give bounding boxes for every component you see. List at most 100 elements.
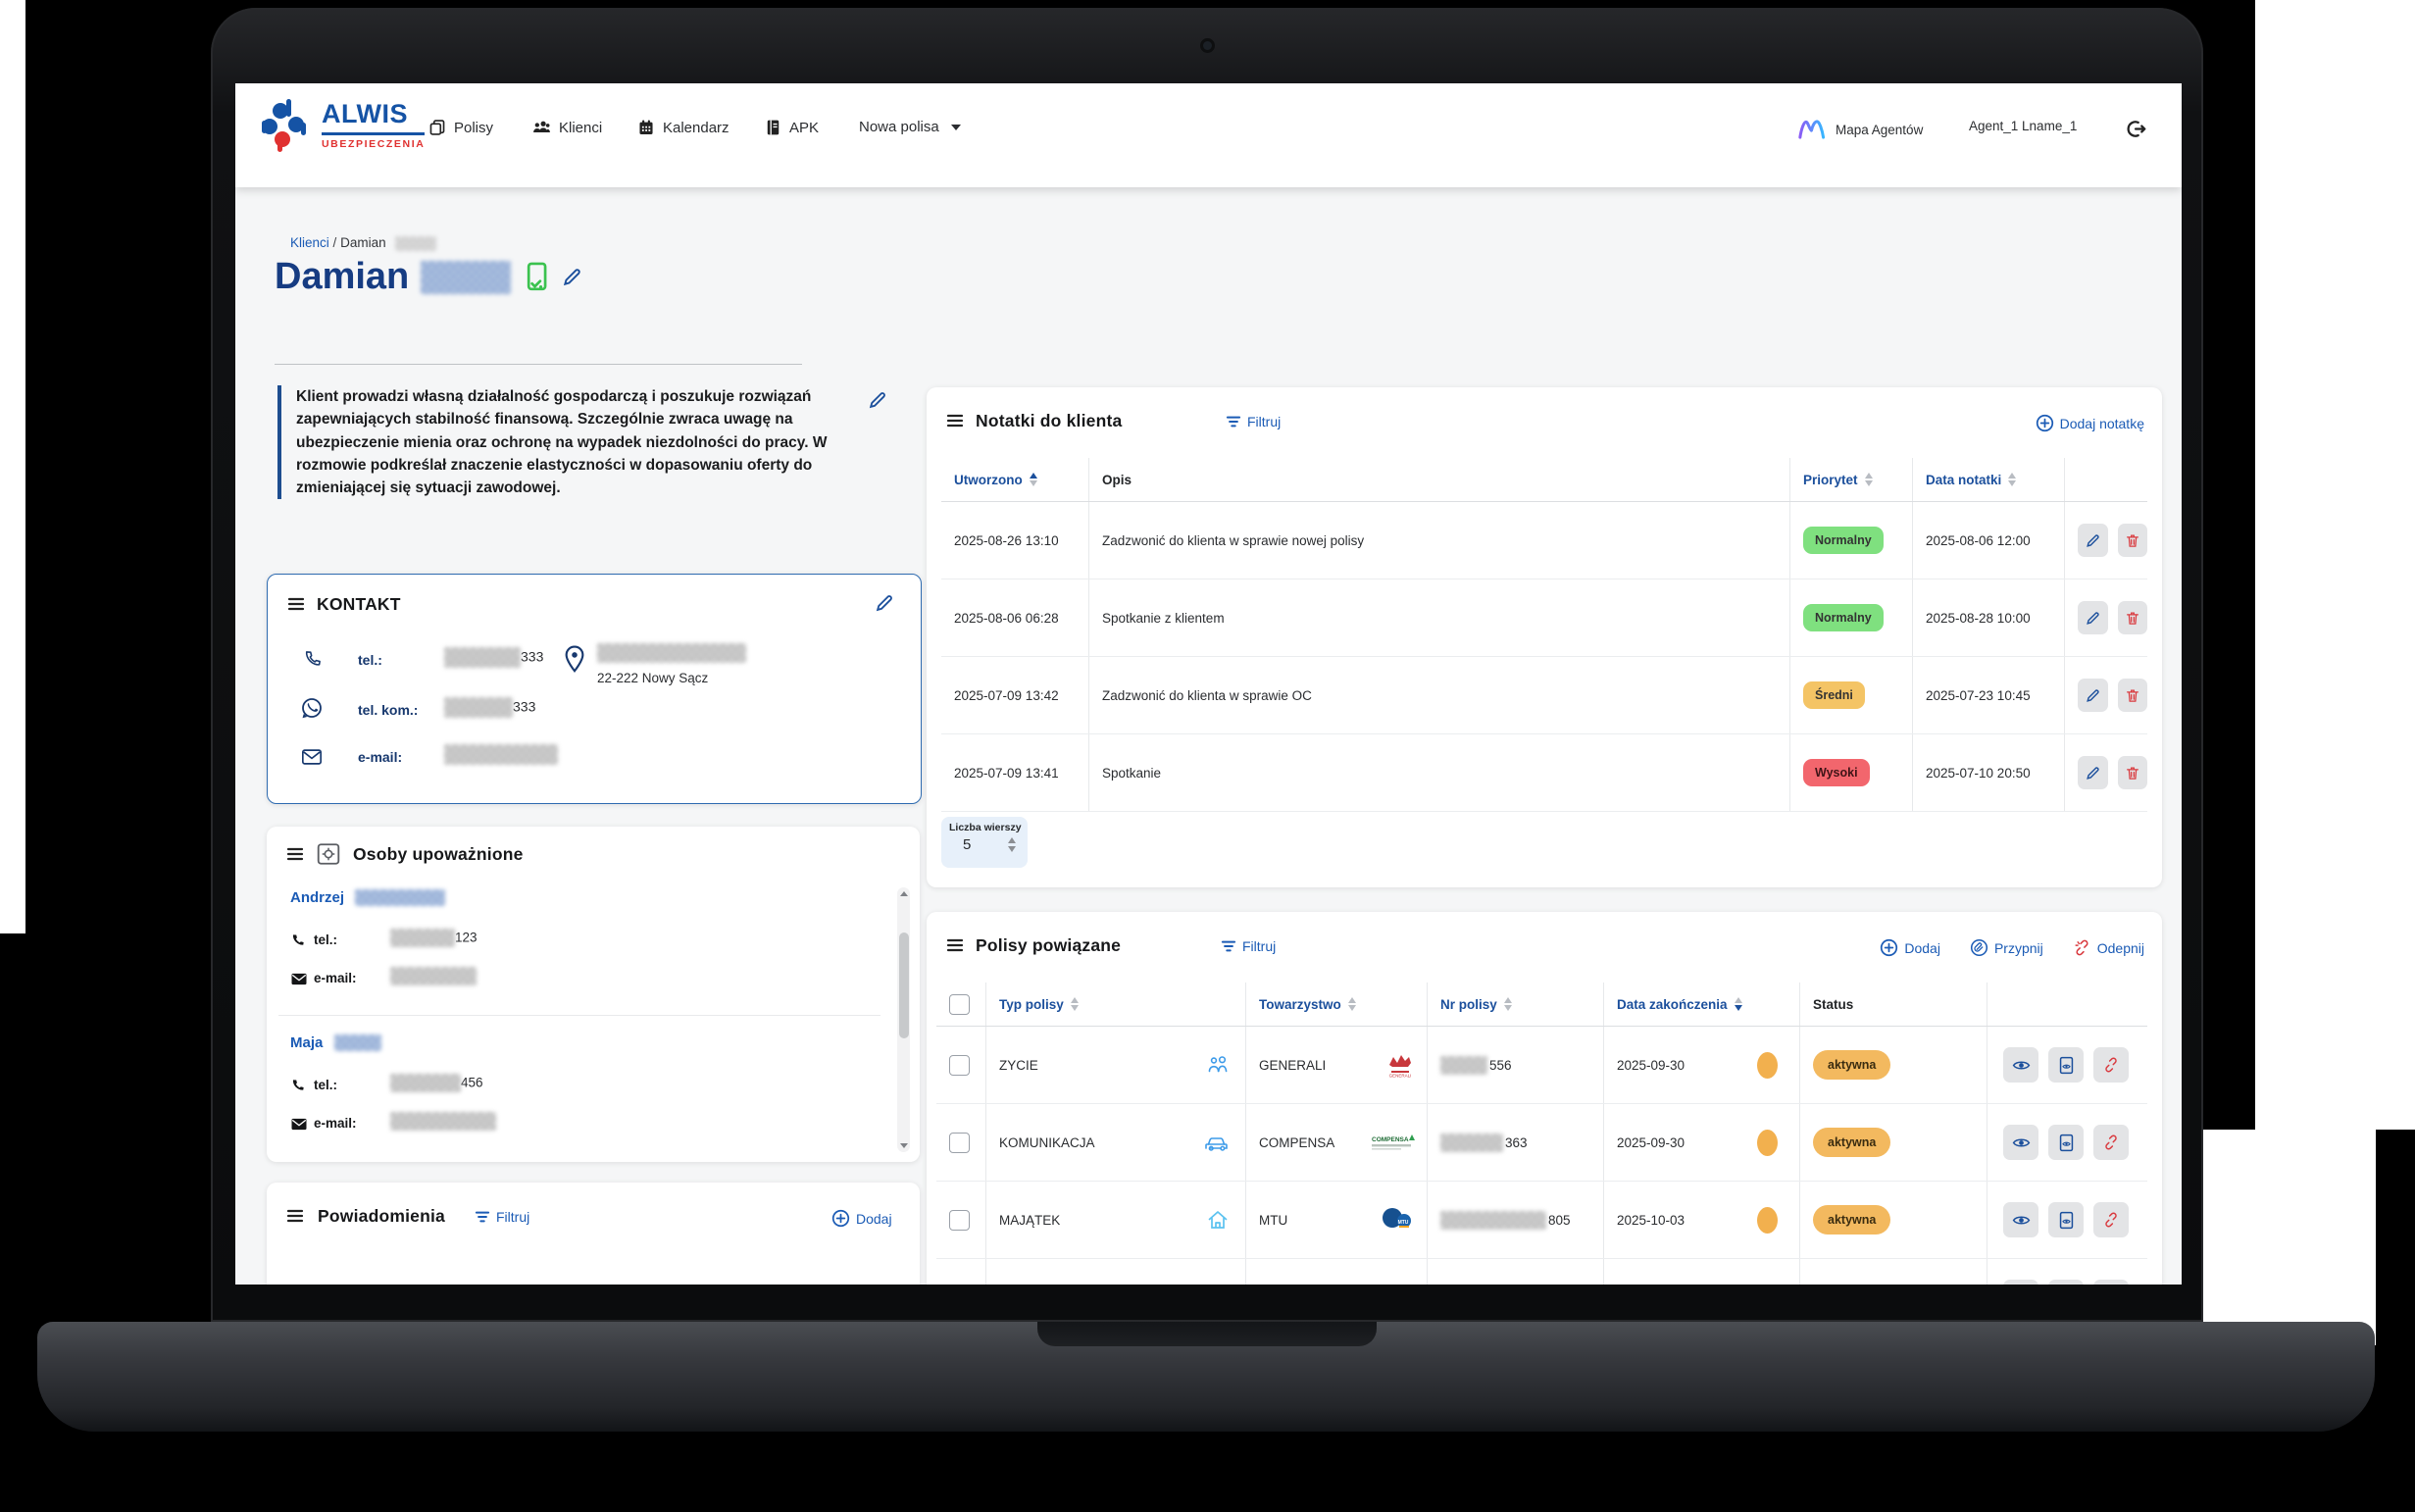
nav-item-label: Kalendarz <box>663 119 730 136</box>
policy-document-button[interactable] <box>2048 1280 2084 1285</box>
masked-phone <box>444 647 521 668</box>
nav-item-kalendarz[interactable]: Kalendarz <box>637 119 730 136</box>
policies-unpin-button[interactable]: Odepnij <box>2073 938 2144 957</box>
nav-new-policy-dropdown[interactable]: Nowa polisa <box>859 119 961 135</box>
notes-add-button[interactable]: Dodaj notatkę <box>2036 414 2144 432</box>
stepper-up-icon[interactable] <box>1008 837 1016 843</box>
policy-document-button[interactable] <box>2048 1202 2084 1237</box>
phone-icon <box>305 651 321 666</box>
masked-phone <box>444 697 513 718</box>
contact-mobile-label: tel. kom.: <box>358 702 419 718</box>
nav-item-apk[interactable]: APK <box>765 119 819 136</box>
masked-email <box>390 967 477 985</box>
person-email-label: e-mail: <box>314 1116 357 1131</box>
envelope-icon <box>291 1118 307 1131</box>
row-checkbox[interactable] <box>949 1209 970 1231</box>
trash-icon <box>2126 534 2138 547</box>
rows-per-page-value[interactable]: 5 <box>963 836 972 853</box>
filter-icon <box>1226 416 1241 428</box>
rows-per-page-widget[interactable]: Liczba wierszy 5 <box>941 817 1028 868</box>
edit-note-button[interactable] <box>2078 756 2108 789</box>
notifications-title: Powiadomienia <box>318 1206 445 1226</box>
note-row: 2025-07-09 13:42 Zadzwonić do klienta w … <box>941 657 2147 734</box>
edit-note-button[interactable] <box>2078 679 2108 712</box>
contact-title: KONTAKT <box>317 594 401 614</box>
drag-handle-icon[interactable] <box>946 937 964 953</box>
row-checkbox[interactable] <box>949 1054 970 1076</box>
view-policy-button[interactable] <box>2003 1280 2038 1285</box>
client-description: Klient prowadzi własną działalność gospo… <box>277 385 896 500</box>
nav-user-menu[interactable]: Agent_1 Lname_1 <box>1969 119 2077 133</box>
status-dot <box>1757 1129 1778 1156</box>
col-priorytet[interactable]: Priorytet <box>1789 458 1912 501</box>
unlink-policy-button[interactable] <box>2093 1202 2129 1237</box>
col-data-notatki[interactable]: Data notatki <box>1912 458 2064 501</box>
notifications-filter-button[interactable]: Filtruj <box>475 1209 529 1225</box>
select-all-checkbox[interactable] <box>949 993 970 1015</box>
edit-description-pencil-icon[interactable] <box>867 389 888 411</box>
edit-note-button[interactable] <box>2078 524 2108 557</box>
drag-handle-icon[interactable] <box>286 1208 304 1224</box>
nav-item-klienci[interactable]: Klienci <box>531 119 602 136</box>
scroll-up-icon[interactable] <box>899 891 908 896</box>
scrollbar[interactable] <box>897 887 910 1152</box>
nav-logout-button[interactable] <box>2126 119 2146 139</box>
nav-map-agents[interactable]: Mapa Agentów <box>1796 119 1923 140</box>
stepper-down-icon[interactable] <box>1008 846 1016 852</box>
status-dot <box>1757 1206 1778 1234</box>
col-status: Status <box>1799 983 1987 1026</box>
breadcrumb-root-link[interactable]: Klienci <box>290 235 329 250</box>
eye-icon <box>2012 1216 2030 1224</box>
rows-stepper[interactable] <box>1008 837 1016 852</box>
delete-note-button[interactable] <box>2117 601 2147 634</box>
delete-note-button[interactable] <box>2117 756 2147 789</box>
nav-item-polisy[interactable]: Polisy <box>428 119 493 136</box>
delete-note-button[interactable] <box>2117 679 2147 712</box>
policy-document-button[interactable] <box>2048 1125 2084 1160</box>
policy-end-date: 2025-09-30 <box>1617 1057 1685 1073</box>
unlink-policy-button[interactable] <box>2093 1125 2129 1160</box>
policy-company: COMPENSA <box>1259 1134 1335 1150</box>
document-eye-icon <box>2059 1134 2073 1151</box>
view-policy-button[interactable] <box>2003 1125 2038 1160</box>
breadcrumb: Klienci / Damian <box>290 235 437 251</box>
policy-document-button[interactable] <box>2048 1047 2084 1083</box>
top-navbar: ALWIS UBEZPIECZENIA Polisy Klienci Kalen… <box>235 83 2182 187</box>
plus-circle-icon <box>2036 414 2053 432</box>
notes-table: Utworzono Opis Priorytet Data notatki 20… <box>941 458 2147 812</box>
row-checkbox[interactable] <box>949 1132 970 1153</box>
edit-client-pencil-icon[interactable] <box>561 266 583 288</box>
notifications-add-button[interactable]: Dodaj <box>831 1209 892 1228</box>
drag-handle-icon[interactable] <box>946 413 964 428</box>
brand-logo[interactable]: ALWIS UBEZPIECZENIA <box>257 95 426 152</box>
view-policy-button[interactable] <box>2003 1047 2038 1083</box>
authorized-persons-card: Osoby upoważnione Andrzej tel.: 123 e-ma… <box>267 827 920 1162</box>
policies-filter-button[interactable]: Filtruj <box>1221 938 1276 954</box>
scroll-down-icon[interactable] <box>899 1143 908 1148</box>
whatsapp-icon <box>302 698 322 719</box>
unlink-policy-button[interactable] <box>2093 1280 2129 1285</box>
policies-pin-button[interactable]: Przypnij <box>1970 938 2043 957</box>
unlink-policy-button[interactable] <box>2093 1047 2129 1083</box>
col-data-zakonczenia[interactable]: Data zakończenia <box>1603 983 1799 1026</box>
view-policy-button[interactable] <box>2003 1202 2038 1237</box>
scrollbar-thumb[interactable] <box>898 932 909 1038</box>
edit-note-button[interactable] <box>2078 601 2108 634</box>
drag-handle-icon[interactable] <box>286 846 304 862</box>
drag-handle-icon[interactable] <box>287 596 305 612</box>
policies-add-button[interactable]: Dodaj <box>1880 938 1940 957</box>
note-created: 2025-08-06 06:28 <box>954 610 1059 626</box>
notes-filter-button[interactable]: Filtruj <box>1226 414 1281 429</box>
map-pin-icon <box>565 645 584 673</box>
nav-item-label: Polisy <box>454 119 494 136</box>
edit-contact-pencil-icon[interactable] <box>874 592 895 614</box>
col-nr-polisy[interactable]: Nr polisy <box>1427 983 1603 1026</box>
sort-icon <box>1864 473 1873 486</box>
client-notes-card: Notatki do klienta Filtruj Dodaj notatkę… <box>927 387 2162 887</box>
delete-note-button[interactable] <box>2117 524 2147 557</box>
col-towarzystwo[interactable]: Towarzystwo <box>1245 983 1427 1026</box>
col-typ-polisy[interactable]: Typ polisy <box>985 983 1245 1026</box>
policy-company: MTU <box>1259 1212 1288 1228</box>
status-badge: aktywna <box>1813 1127 1891 1158</box>
col-utworzono[interactable]: Utworzono <box>941 458 1088 501</box>
